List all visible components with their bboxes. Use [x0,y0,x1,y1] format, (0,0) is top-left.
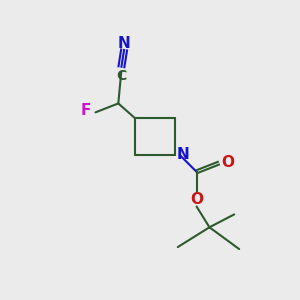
Text: N: N [118,35,130,50]
Text: O: O [190,192,203,207]
Text: N: N [177,148,190,163]
Text: O: O [221,155,234,170]
Text: F: F [80,103,91,118]
Text: C: C [116,69,126,83]
